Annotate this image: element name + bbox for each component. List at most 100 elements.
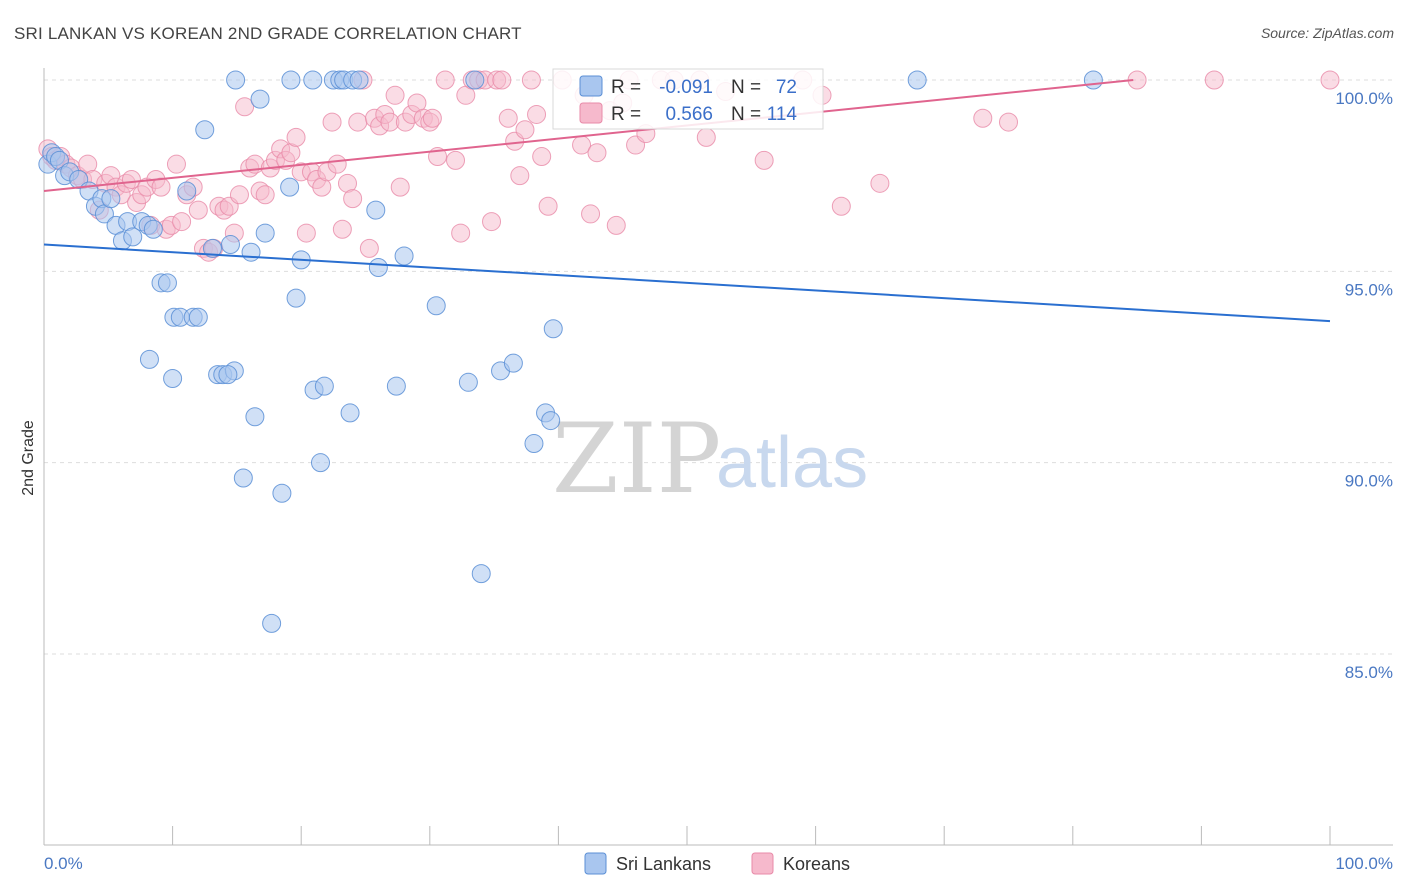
sri-lankans-trend-line <box>43 243 1331 323</box>
sri-lankan-point <box>340 403 360 423</box>
legend-n-value-2: 114 <box>767 104 798 125</box>
korean-point <box>870 173 890 193</box>
sri-lankan-point <box>202 238 222 258</box>
sri-lankan-point <box>394 246 414 266</box>
korean-point <box>296 223 316 243</box>
korean-point <box>510 166 530 186</box>
korean-point <box>498 108 518 128</box>
korean-point <box>451 223 471 243</box>
korean-point <box>435 70 455 90</box>
korean-point <box>385 85 405 105</box>
korean-point <box>581 204 601 224</box>
sri-lankan-point <box>255 223 275 243</box>
sri-lankan-point <box>386 376 406 396</box>
sri-lankan-point <box>543 319 563 339</box>
sri-lankan-point <box>157 273 177 293</box>
stats-legend: R = -0.091 N = 72 R = 0.566 N = 114 <box>552 68 824 130</box>
sri-lankans-points <box>38 70 1103 633</box>
sri-lankan-point <box>272 483 292 503</box>
sri-lankan-point <box>195 120 215 140</box>
sri-lankan-point <box>123 227 143 247</box>
korean-point <box>532 147 552 167</box>
y-tick-labels: 85.0% 90.0% 95.0% 100.0% <box>1335 89 1393 682</box>
sri-lankan-point <box>541 411 561 431</box>
korean-point <box>696 127 716 147</box>
sri-lankan-point <box>349 70 369 90</box>
sri-lankan-point <box>426 296 446 316</box>
korean-point <box>188 200 208 220</box>
y-axis-label: 2nd Grade <box>20 420 37 496</box>
sri-lankan-point <box>310 453 330 473</box>
sri-lankan-point <box>314 376 334 396</box>
chart-title: SRI LANKAN VS KOREAN 2ND GRADE CORRELATI… <box>14 24 522 43</box>
korean-point <box>348 112 368 132</box>
sri-lankan-point <box>241 242 261 262</box>
sri-lankan-point <box>233 468 253 488</box>
sri-lankan-point <box>503 353 523 373</box>
korean-point <box>151 177 171 197</box>
sri-lankan-point <box>163 368 183 388</box>
korean-point <box>1320 70 1340 90</box>
sri-lankan-point <box>220 235 240 255</box>
korean-point <box>121 169 141 189</box>
korean-point <box>327 154 347 174</box>
korean-point <box>446 150 466 170</box>
korean-point <box>492 70 512 90</box>
sri-lankan-point <box>366 200 386 220</box>
sri-lankan-point <box>101 189 121 209</box>
legend-r-value-2: 0.566 <box>665 104 713 125</box>
korean-point <box>1204 70 1224 90</box>
korean-point <box>422 108 442 128</box>
korean-point <box>527 104 547 124</box>
korean-point <box>390 177 410 197</box>
chart-source: Source: ZipAtlas.com <box>1261 25 1394 41</box>
sri-lankan-point <box>250 89 270 109</box>
koreans-trend-line <box>43 79 1134 192</box>
watermark-zip: ZIP <box>552 403 721 515</box>
korean-point <box>521 70 541 90</box>
korean-point <box>359 238 379 258</box>
korean-point <box>973 108 993 128</box>
sri-lankan-point <box>143 219 163 239</box>
sri-lankan-point <box>458 372 478 392</box>
axes <box>43 68 1393 846</box>
korean-point <box>235 97 255 117</box>
y-tick-label: 100.0% <box>1335 89 1393 108</box>
legend-swatch-koreans <box>579 102 603 124</box>
legend-n-label-1: N = <box>731 77 761 98</box>
korean-point <box>229 185 249 205</box>
y-tick-label: 85.0% <box>1345 663 1393 682</box>
sri-lankan-point <box>262 613 282 633</box>
korean-point <box>172 212 192 232</box>
sri-lankan-point <box>465 70 485 90</box>
sri-lankan-point <box>177 181 197 201</box>
korean-point <box>166 154 186 174</box>
bottom-legend-swatch-sri-lankans <box>584 852 607 875</box>
korean-point <box>538 196 558 216</box>
x-tick-label-max: 100.0% <box>1335 854 1393 873</box>
korean-point <box>255 185 275 205</box>
legend-r-label-2: R = <box>611 104 641 125</box>
korean-point <box>587 143 607 163</box>
sri-lankan-point <box>280 177 300 197</box>
korean-point <box>831 196 851 216</box>
korean-point <box>286 127 306 147</box>
bottom-legend-swatch-koreans <box>751 852 774 875</box>
korean-point <box>332 219 352 239</box>
bottom-legend: Sri Lankans Koreans <box>584 852 850 875</box>
legend-r-label-1: R = <box>611 77 641 98</box>
sri-lankan-point <box>226 70 246 90</box>
sri-lankan-point <box>245 407 265 427</box>
korean-point <box>515 120 535 140</box>
sri-lankan-point <box>524 434 544 454</box>
legend-swatch-sri-lankans <box>579 75 603 97</box>
sri-lankan-point <box>139 349 159 369</box>
legend-r-value-1: -0.091 <box>659 77 713 98</box>
korean-point <box>322 112 342 132</box>
korean-point <box>999 112 1018 132</box>
sri-lankan-point <box>286 288 306 308</box>
legend-n-label-2: N = <box>731 104 761 125</box>
sri-lankan-point <box>368 258 388 278</box>
korean-point <box>754 150 774 170</box>
